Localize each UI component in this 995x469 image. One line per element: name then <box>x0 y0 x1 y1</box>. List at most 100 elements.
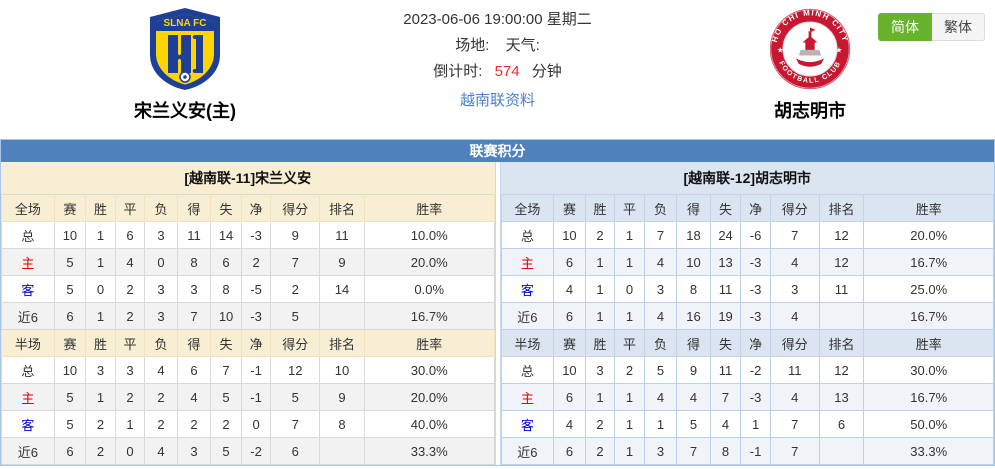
stat-cell: 13 <box>818 383 865 411</box>
stat-cell: 16.7% <box>863 383 994 411</box>
column-header: 失 <box>709 194 742 222</box>
stats-row: 主 5 1 4 0 8 6 2 7 9 20.0% <box>1 248 495 276</box>
stat-cell: 2 <box>176 410 212 438</box>
stat-cell: -3 <box>740 248 771 276</box>
stat-cell: 4 <box>144 437 178 465</box>
stat-cell: 4 <box>709 410 742 438</box>
column-header: 负 <box>643 329 678 357</box>
stat-cell: 9 <box>319 248 365 276</box>
column-header: 全场 <box>500 194 555 222</box>
stat-cell: 6 <box>553 437 586 465</box>
slna-fc-crest-icon: SLNA FC <box>150 8 220 90</box>
stat-cell: 33.3% <box>363 437 495 465</box>
stat-cell: 14 <box>210 221 242 249</box>
stat-cell: 13 <box>709 248 742 276</box>
weather-label: 天气: <box>505 37 540 54</box>
stat-cell: 8 <box>676 275 711 303</box>
stats-row: 客 4 1 0 3 8 11 -3 3 11 25.0% <box>500 275 994 303</box>
stat-cell: 4 <box>553 275 586 303</box>
stat-cell: 0 <box>144 248 178 276</box>
column-header: 平 <box>614 329 645 357</box>
row-label: 客 <box>500 275 555 303</box>
column-header-row: 全场赛胜平负得失净得分 排名 胜率 <box>1 194 495 222</box>
stat-cell: 4 <box>643 383 678 411</box>
stat-cell: 1 <box>85 302 116 330</box>
stat-cell: 1 <box>740 410 771 438</box>
column-header: 得分 <box>270 329 321 357</box>
stat-cell: 2 <box>85 437 116 465</box>
stat-cell: 10 <box>319 356 365 384</box>
stat-cell: 12 <box>818 248 865 276</box>
stats-row: 总 10 2 1 7 18 24 -6 7 12 20.0% <box>500 221 994 249</box>
column-header: 净 <box>240 194 272 222</box>
stats-row: 主 5 1 2 2 4 5 -1 5 9 20.0% <box>1 383 495 411</box>
stat-cell: -2 <box>740 356 771 384</box>
stat-cell: 2 <box>114 275 146 303</box>
stats-row: 近6 6 2 1 3 7 8 -1 7 33.3% <box>500 437 994 465</box>
column-header: 赛 <box>53 194 87 222</box>
stat-cell: 7 <box>769 437 820 465</box>
stat-cell: -1 <box>240 356 272 384</box>
row-label: 客 <box>500 410 555 438</box>
row-label: 近6 <box>500 437 555 465</box>
stat-cell: 4 <box>144 356 178 384</box>
stat-cell: 2 <box>584 221 616 249</box>
column-header: 胜率 <box>363 329 495 357</box>
stat-cell: 3 <box>584 356 616 384</box>
stat-cell: 1 <box>85 248 116 276</box>
stats-row: 总 10 3 3 4 6 7 -1 12 10 30.0% <box>1 356 495 384</box>
stat-cell: -5 <box>240 275 272 303</box>
stat-cell: 11 <box>319 221 365 249</box>
stat-cell: -3 <box>740 302 771 330</box>
stat-cell: 14 <box>319 275 365 303</box>
simplified-chinese-button[interactable]: 简体 <box>878 13 932 41</box>
column-header-row: 半场赛胜平负得失净得分 排名 胜率 <box>1 329 495 357</box>
stat-cell: 20.0% <box>363 383 495 411</box>
stat-cell: 6 <box>553 302 586 330</box>
stat-cell: 4 <box>553 410 586 438</box>
stat-cell: 1 <box>584 383 616 411</box>
stat-cell: 1 <box>614 248 645 276</box>
stat-cell: 7 <box>270 410 321 438</box>
stat-cell: 30.0% <box>863 356 994 384</box>
stat-cell: 6 <box>553 248 586 276</box>
stat-cell: 3 <box>176 275 212 303</box>
stat-cell: 10 <box>53 221 87 249</box>
stat-cell: 3 <box>643 437 678 465</box>
row-label: 总 <box>1 356 55 384</box>
column-header: 失 <box>210 329 242 357</box>
column-header-row: 全场赛胜平负得失净得分 排名 胜率 <box>500 194 994 222</box>
column-header: 胜率 <box>863 194 994 222</box>
countdown-unit: 分钟 <box>531 63 562 80</box>
stat-cell: 3 <box>144 275 178 303</box>
stat-cell: 6 <box>553 383 586 411</box>
row-label: 近6 <box>500 302 555 330</box>
stat-cell: 6 <box>176 356 212 384</box>
column-header: 失 <box>709 329 742 357</box>
stat-cell: 3 <box>643 275 678 303</box>
language-switch: 简体 繁体 <box>878 13 985 41</box>
away-stats-table: 全场赛胜平负得失净得分 排名 胜率总 10 2 1 7 18 24 -6 7 12 20.0% 主 6 1 1 4… <box>500 194 995 465</box>
stat-cell: 3 <box>114 356 146 384</box>
column-header: 排名 <box>818 329 865 357</box>
column-header: 半场 <box>500 329 555 357</box>
stat-cell: 33.3% <box>863 437 994 465</box>
stat-cell: -1 <box>740 437 771 465</box>
standings-tables: [越南联-11]宋兰义安 全场赛胜平负得失净得分 排名 胜率总 10 1 6 3 11 14 -3… <box>1 162 994 465</box>
stat-cell: 8 <box>210 275 242 303</box>
stat-cell <box>818 302 865 330</box>
away-team-name: 胡志明市 <box>774 101 846 121</box>
stat-cell: 9 <box>319 383 365 411</box>
stat-cell: 3 <box>144 302 178 330</box>
stat-cell: 7 <box>676 437 711 465</box>
traditional-chinese-button[interactable]: 繁体 <box>932 13 985 41</box>
stat-cell: 4 <box>114 248 146 276</box>
column-header: 胜 <box>584 329 616 357</box>
stat-cell: 16.7% <box>363 302 495 330</box>
stat-cell: 11 <box>818 275 865 303</box>
column-header: 平 <box>114 194 146 222</box>
stat-cell: 4 <box>769 248 820 276</box>
stats-row: 客 5 2 1 2 2 2 0 7 8 40.0% <box>1 410 495 438</box>
league-info-link[interactable]: 越南联资料 <box>459 92 535 109</box>
stat-cell: 1 <box>85 383 116 411</box>
